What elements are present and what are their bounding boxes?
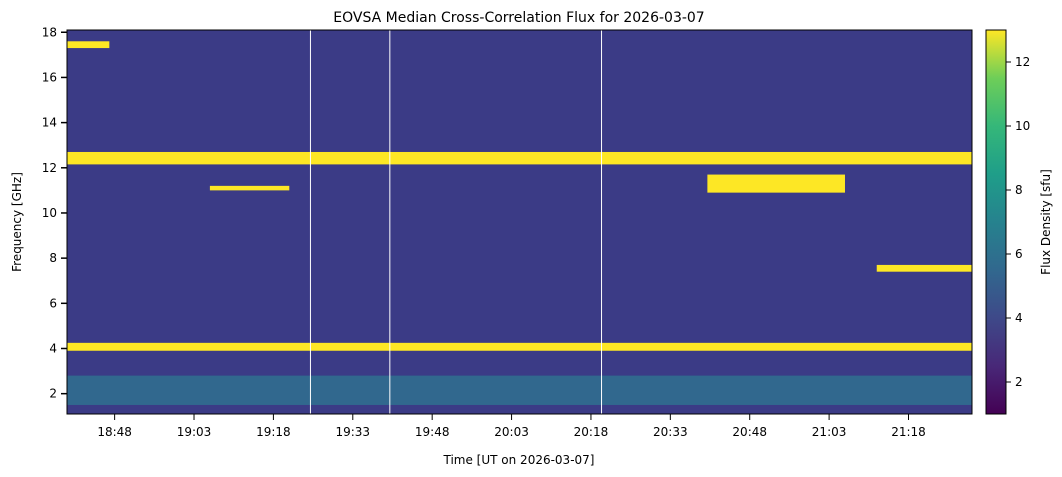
colorbar-tick-label: 6	[1015, 247, 1023, 261]
emission-band	[707, 174, 845, 193]
y-tick-label: 6	[49, 296, 57, 310]
emission-band	[876, 264, 972, 272]
x-tick-label: 20:33	[653, 425, 688, 439]
y-tick-label: 16	[42, 70, 57, 84]
x-tick-label: 19:48	[415, 425, 450, 439]
emission-band	[67, 375, 972, 405]
y-tick-label: 18	[42, 25, 57, 39]
x-tick-label: 20:48	[732, 425, 767, 439]
y-tick-label: 4	[49, 341, 57, 355]
colorbar-tick-label: 2	[1015, 375, 1023, 389]
x-tick-label: 20:03	[494, 425, 529, 439]
y-axis-label: Frequency [GHz]	[10, 172, 24, 272]
colorbar-ticks: 2 4 6 8 10 12	[1006, 55, 1030, 389]
x-axis-label: Time [UT on 2026-03-07]	[443, 453, 595, 467]
y-tick-label: 8	[49, 251, 57, 265]
emission-bands	[67, 41, 972, 405]
plot-frame	[66, 29, 973, 415]
y-tick-label: 2	[49, 387, 57, 401]
plot-area	[67, 30, 972, 414]
emission-band	[67, 342, 972, 351]
y-tick-label: 12	[42, 161, 57, 175]
colorbar-tick-label: 10	[1015, 119, 1030, 133]
x-tick-label: 18:48	[97, 425, 132, 439]
emission-band	[67, 41, 110, 49]
y-tick-label: 14	[42, 116, 57, 130]
plot-background	[67, 30, 972, 414]
y-tick-label: 10	[42, 206, 57, 220]
y-axis-ticks: 2 4 6 8 10 12 14 16 18	[42, 25, 67, 401]
emission-band	[209, 185, 290, 191]
emission-band	[67, 151, 972, 165]
x-tick-label: 21:18	[891, 425, 926, 439]
x-tick-label: 19:18	[256, 425, 291, 439]
x-tick-label: 20:18	[574, 425, 609, 439]
colorbar	[985, 29, 1007, 415]
artifact-lines	[309, 30, 603, 414]
chart-title: EOVSA Median Cross-Correlation Flux for …	[333, 10, 704, 26]
x-tick-label: 19:33	[335, 425, 370, 439]
x-tick-label: 19:03	[177, 425, 212, 439]
x-tick-label: 21:03	[812, 425, 847, 439]
colorbar-tick-label: 4	[1015, 311, 1023, 325]
x-axis-ticks: 18:48 19:03 19:18 19:33 19:48 20:03 20:18 20:33…	[97, 414, 926, 439]
colorbar-tick-label: 12	[1015, 55, 1030, 69]
colorbar-label: Flux Density [sfu]	[1039, 169, 1053, 275]
colorbar-tick-label: 8	[1015, 183, 1023, 197]
